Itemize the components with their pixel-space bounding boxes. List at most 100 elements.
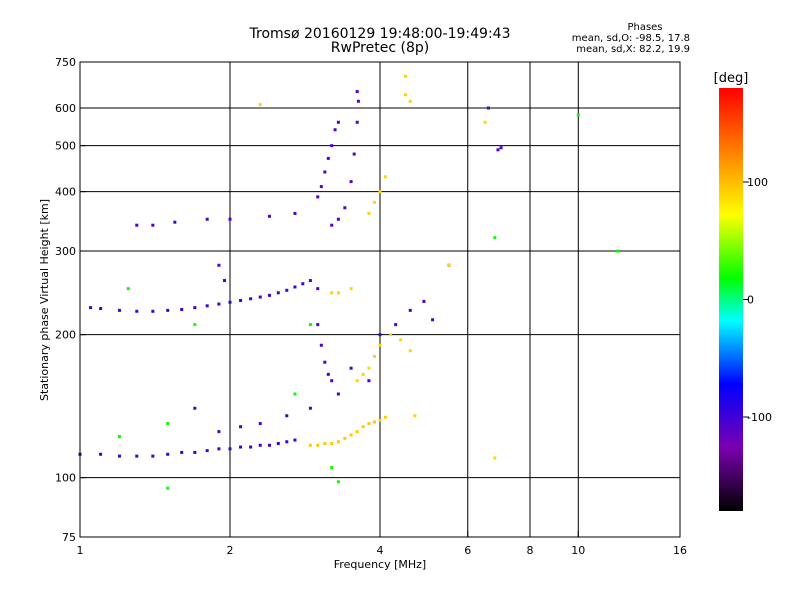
data-point	[117, 435, 121, 439]
colorbar-tick-label: -100	[747, 411, 772, 424]
data-point	[99, 452, 103, 456]
data-point	[89, 306, 93, 310]
data-point	[326, 372, 330, 376]
x-tick-label: 2	[227, 544, 234, 557]
data-point	[403, 93, 407, 97]
data-point	[117, 454, 121, 458]
data-point	[336, 392, 340, 396]
data-point	[217, 430, 221, 434]
data-point	[355, 90, 359, 94]
data-point	[422, 299, 426, 303]
data-point	[180, 307, 184, 311]
data-point	[267, 293, 271, 297]
data-point	[308, 406, 312, 410]
data-point	[343, 436, 347, 440]
data-point	[217, 447, 221, 451]
data-point	[378, 333, 382, 337]
data-point	[367, 422, 371, 426]
data-point	[383, 175, 387, 179]
data-point	[285, 440, 289, 444]
phases-heading: Phases	[627, 22, 663, 33]
data-point	[285, 288, 289, 292]
data-point	[616, 249, 620, 253]
data-point	[349, 180, 353, 184]
data-point	[330, 223, 334, 227]
data-point	[447, 263, 451, 267]
data-point	[383, 415, 387, 419]
data-point	[117, 308, 121, 312]
data-point	[135, 309, 139, 313]
data-point	[166, 422, 170, 426]
data-point	[308, 323, 312, 327]
data-point	[378, 418, 382, 422]
data-point	[126, 287, 130, 291]
data-point	[193, 406, 197, 410]
data-point	[180, 450, 184, 454]
data-point	[408, 99, 412, 103]
data-point	[394, 323, 398, 327]
data-point	[336, 291, 340, 295]
data-point	[330, 466, 334, 470]
data-point	[361, 425, 365, 429]
data-point	[330, 442, 334, 446]
data-point	[267, 214, 271, 218]
colorbar-tick-label: 100	[747, 176, 768, 189]
data-point	[228, 300, 232, 304]
x-tick-label: 10	[571, 544, 585, 557]
chart-subtitle: RwPretec (8p)	[330, 40, 430, 56]
data-point	[249, 297, 253, 301]
data-point	[330, 379, 334, 383]
data-point	[349, 366, 353, 370]
data-point	[355, 430, 359, 434]
colorbar-label: [deg]	[714, 71, 749, 86]
data-point	[408, 308, 412, 312]
data-point	[193, 450, 197, 454]
data-point	[205, 217, 209, 221]
data-point	[323, 360, 327, 364]
data-point	[483, 120, 487, 124]
data-point	[166, 452, 170, 456]
x-tick-label: 6	[464, 544, 471, 557]
y-tick-label: 75	[62, 531, 76, 544]
grid	[80, 62, 680, 537]
data-point	[319, 343, 323, 347]
data-point	[373, 354, 377, 358]
data-point	[293, 392, 297, 396]
data-point	[330, 291, 334, 295]
y-tick-label: 200	[55, 329, 76, 342]
colorbar-ticks: 100 0 -100	[743, 176, 772, 424]
data-point	[166, 308, 170, 312]
data-point	[352, 152, 356, 156]
data-point	[431, 318, 435, 322]
data-point	[326, 156, 330, 160]
data-point	[258, 295, 262, 299]
data-point	[276, 291, 280, 295]
data-point	[285, 414, 289, 418]
data-point	[333, 128, 337, 132]
data-point	[258, 103, 262, 107]
data-point	[493, 236, 497, 240]
data-point	[267, 443, 271, 447]
data-point	[343, 206, 347, 210]
data-point	[356, 99, 360, 103]
data-point	[239, 299, 243, 303]
data-point	[316, 443, 320, 447]
y-axis-label: Stationary phase Virtual Height [km]	[38, 199, 51, 401]
data-point	[228, 447, 232, 451]
data-point	[301, 282, 305, 286]
data-point	[217, 302, 221, 306]
data-point	[349, 287, 353, 291]
y-tick-label: 300	[55, 245, 76, 258]
data-point	[323, 170, 327, 174]
x-tick-label: 4	[377, 544, 384, 557]
data-point	[239, 445, 243, 449]
data-point	[330, 144, 334, 148]
data-point	[367, 211, 371, 215]
data-point	[336, 120, 340, 124]
data-point	[258, 443, 262, 447]
data-point	[293, 438, 297, 442]
data-point	[316, 195, 320, 199]
data-point	[249, 445, 253, 449]
y-tick-label: 400	[55, 186, 76, 199]
